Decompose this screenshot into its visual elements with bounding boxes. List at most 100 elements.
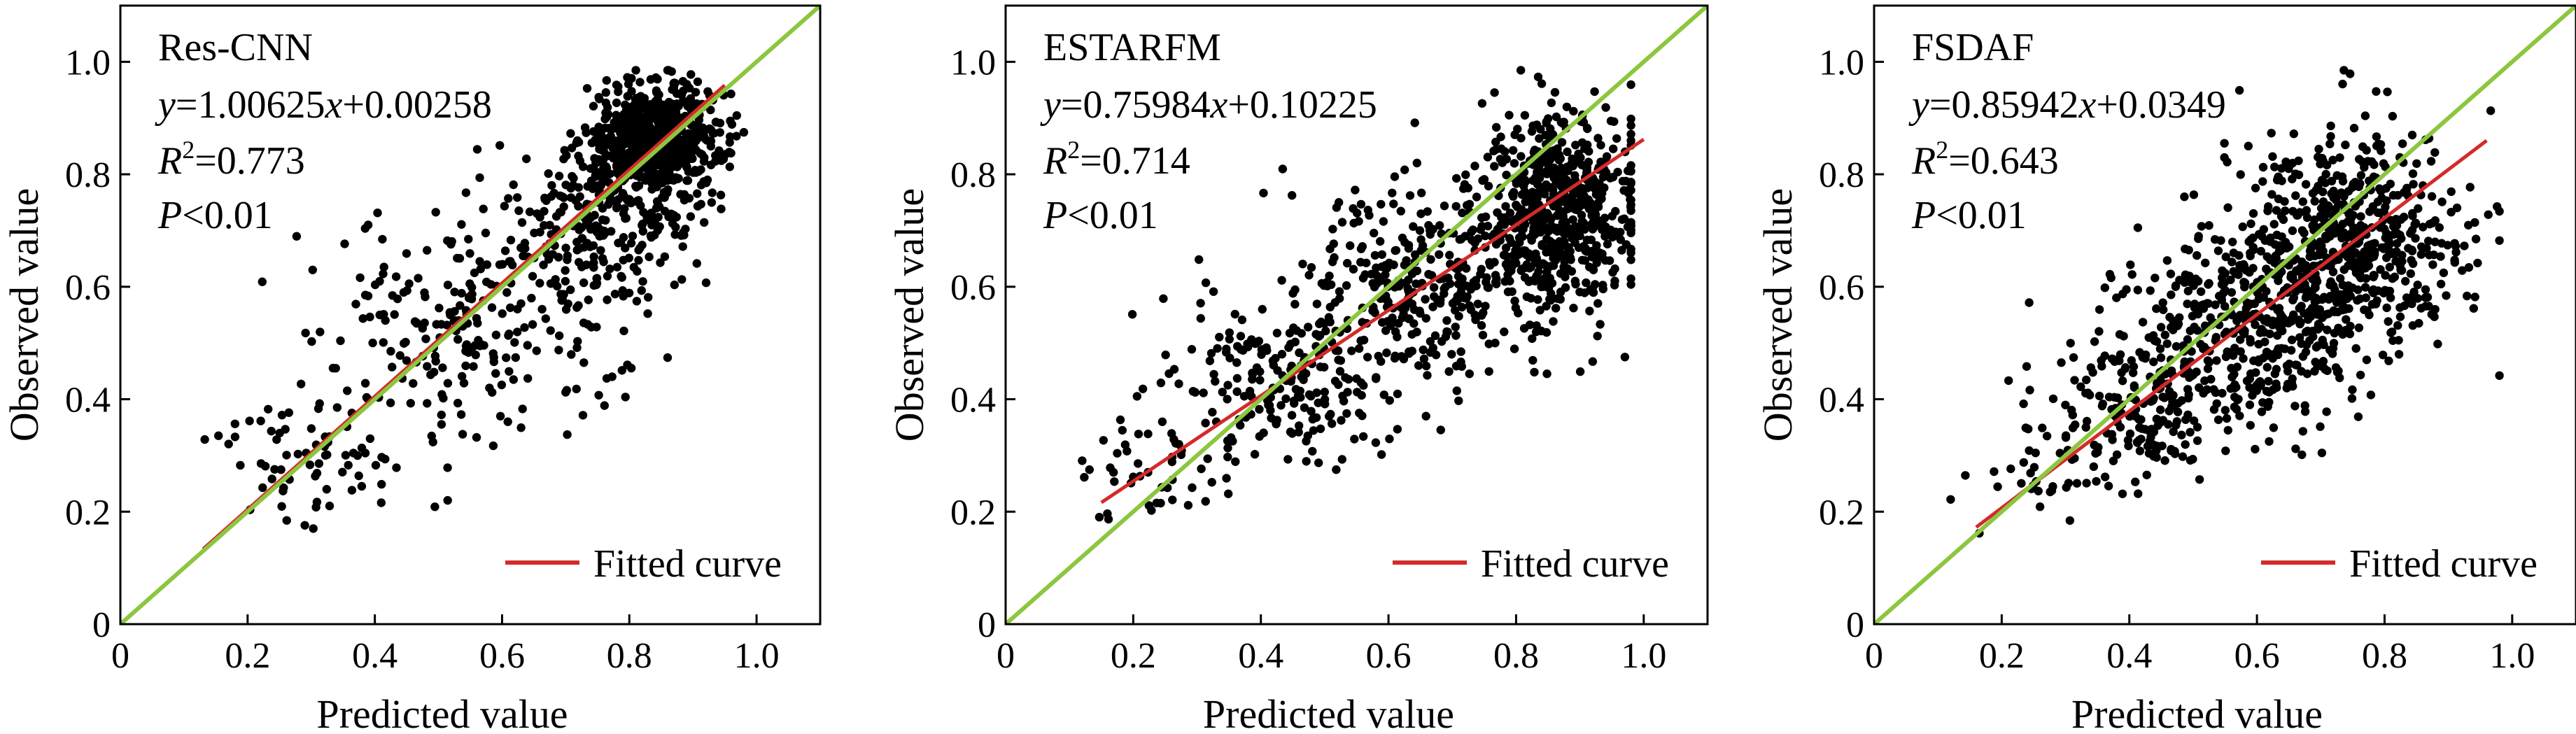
data-point <box>525 207 535 216</box>
data-point <box>1519 225 1528 234</box>
data-point <box>1118 425 1127 435</box>
data-point <box>1196 299 1205 308</box>
data-point <box>2165 387 2174 396</box>
data-point <box>1205 356 1215 365</box>
data-point <box>2407 130 2417 140</box>
data-point <box>2048 482 2057 491</box>
data-point <box>2217 293 2226 302</box>
data-point <box>2095 305 2104 314</box>
data-point <box>2193 423 2202 432</box>
r-squared-label: R2=0.643 <box>1911 136 2059 183</box>
data-point <box>638 219 647 229</box>
data-point <box>1535 134 1544 143</box>
data-point <box>2328 155 2337 164</box>
data-point <box>224 439 233 449</box>
data-point <box>1551 304 1561 313</box>
data-point <box>469 362 478 371</box>
data-point <box>687 70 696 79</box>
data-point <box>2204 280 2213 289</box>
data-point <box>2447 187 2456 197</box>
data-point <box>2393 239 2402 248</box>
data-point <box>2128 368 2138 377</box>
data-point <box>1138 384 1148 393</box>
data-point <box>2281 157 2290 167</box>
data-point <box>2386 293 2395 302</box>
data-point <box>421 334 430 344</box>
data-point <box>508 260 517 269</box>
data-point <box>2349 123 2359 133</box>
data-point <box>2090 440 2099 450</box>
data-point <box>1549 317 1558 326</box>
data-point <box>717 204 726 213</box>
data-point <box>1356 378 1366 387</box>
data-point <box>282 516 291 525</box>
data-point <box>2408 321 2417 330</box>
data-point <box>572 384 581 394</box>
data-point <box>1428 302 1437 311</box>
data-point <box>726 116 735 125</box>
legend: Fitted curve <box>1393 542 1669 586</box>
data-point <box>1225 334 1234 344</box>
data-point <box>388 291 397 300</box>
y-axis-title: Observed value <box>1755 188 1801 442</box>
data-point <box>1561 218 1571 227</box>
data-point <box>472 432 481 442</box>
data-point <box>2301 261 2311 270</box>
data-point <box>1078 456 1087 465</box>
data-point <box>1134 430 1143 439</box>
data-point <box>694 167 703 176</box>
data-point <box>560 146 569 155</box>
data-point <box>1501 202 1510 211</box>
y-tick-label: 0.6 <box>65 268 111 308</box>
data-point <box>578 411 588 420</box>
data-point <box>1218 388 1227 397</box>
data-point <box>599 160 608 170</box>
data-point <box>1429 283 1439 292</box>
data-point <box>465 279 474 288</box>
data-point <box>2318 357 2328 366</box>
data-point <box>2021 423 2030 432</box>
data-point <box>632 183 641 192</box>
data-point <box>2152 304 2161 313</box>
data-point <box>2318 313 2327 323</box>
data-point <box>2223 157 2232 167</box>
data-point <box>2430 237 2440 246</box>
data-point <box>363 220 373 230</box>
data-point <box>1608 268 1617 277</box>
data-point <box>1223 452 1232 462</box>
data-point <box>624 79 633 89</box>
data-point <box>1232 387 1241 396</box>
data-point <box>1516 152 1526 161</box>
data-point <box>619 292 628 301</box>
data-point <box>2290 402 2300 411</box>
data-point <box>1303 431 1313 440</box>
data-point <box>2137 435 2146 444</box>
data-point <box>542 249 551 259</box>
data-point <box>1521 246 1530 255</box>
data-point <box>1545 262 1555 271</box>
data-point <box>1484 339 1493 348</box>
data-point <box>1307 263 1316 272</box>
data-point <box>1505 209 1515 218</box>
data-point <box>2316 160 2325 169</box>
data-point <box>1299 375 1308 384</box>
data-point <box>2104 481 2113 490</box>
data-point <box>2291 191 2300 200</box>
data-point <box>2270 162 2279 171</box>
data-point <box>2228 237 2237 246</box>
data-point <box>617 366 626 375</box>
data-point <box>360 290 370 299</box>
legend-label-fitted-curve: Fitted curve <box>1481 542 1669 586</box>
data-point <box>2076 382 2085 391</box>
data-point <box>1486 260 1495 270</box>
data-point <box>1354 217 1363 226</box>
data-point <box>528 271 537 281</box>
data-point <box>1377 262 1386 271</box>
data-point <box>2341 140 2350 150</box>
data-point <box>1291 385 1301 394</box>
data-point <box>1207 478 1216 487</box>
data-point <box>2144 449 2154 458</box>
data-point <box>1460 180 1470 189</box>
data-point <box>629 153 638 162</box>
data-point <box>665 115 674 124</box>
